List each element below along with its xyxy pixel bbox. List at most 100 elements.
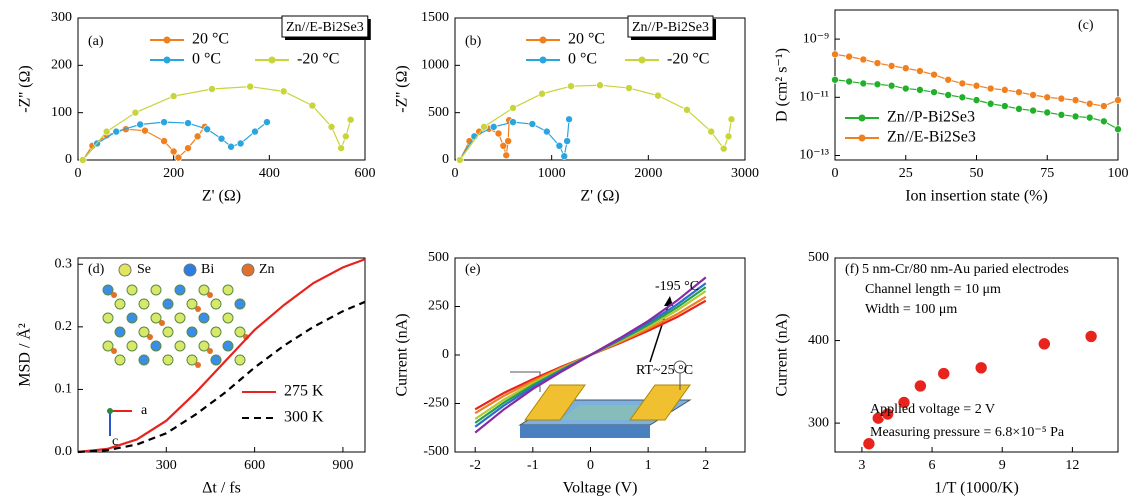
crystal-inset bbox=[102, 284, 249, 368]
atom bbox=[195, 306, 201, 312]
electrode bbox=[629, 384, 691, 421]
series-line bbox=[474, 276, 707, 434]
x-tick-label: 3 bbox=[858, 458, 865, 473]
x-tick-label: -2 bbox=[469, 458, 481, 473]
legend-label: -20 °C bbox=[667, 51, 709, 68]
y-axis-label: -Z'' (Ω) bbox=[17, 65, 34, 112]
series-line bbox=[77, 258, 366, 454]
marker bbox=[543, 127, 551, 136]
marker bbox=[1057, 94, 1066, 103]
atom bbox=[174, 284, 186, 296]
atom bbox=[174, 312, 186, 324]
x-tick-label: 75 bbox=[1040, 166, 1054, 181]
atom bbox=[114, 326, 126, 338]
atom bbox=[222, 340, 234, 352]
atom bbox=[186, 354, 198, 366]
x-tick-label: 0 bbox=[587, 458, 594, 473]
atom bbox=[114, 298, 126, 310]
plot-frame bbox=[77, 257, 366, 453]
legend-label: 0 °C bbox=[192, 51, 221, 68]
marker bbox=[944, 91, 953, 99]
marker bbox=[1000, 86, 1009, 94]
legend-marker bbox=[163, 56, 171, 64]
atom bbox=[150, 284, 162, 296]
marker bbox=[625, 84, 633, 92]
marker bbox=[342, 132, 350, 141]
marker bbox=[972, 81, 981, 90]
marker bbox=[1043, 108, 1052, 117]
marker bbox=[203, 125, 211, 134]
marker bbox=[217, 134, 226, 143]
marker bbox=[1114, 125, 1122, 134]
y-axis-label: Current (nA) bbox=[394, 313, 411, 396]
legend-label: 20 °C bbox=[568, 31, 605, 48]
x-tick-label: 0 bbox=[832, 166, 839, 181]
atom bbox=[138, 326, 150, 338]
annotation: 5 nm-Cr/80 nm-Au paried electrodes bbox=[862, 262, 1069, 277]
panel-label: (a) bbox=[88, 34, 104, 49]
marker bbox=[236, 139, 245, 148]
atom bbox=[222, 312, 234, 324]
x-axis-label: Voltage (V) bbox=[563, 480, 638, 497]
arrow-head bbox=[664, 296, 673, 306]
atom bbox=[114, 354, 126, 366]
legend-label: 20 °C bbox=[192, 31, 229, 48]
y-tick-label: 500 bbox=[428, 250, 449, 265]
marker bbox=[567, 82, 575, 90]
marker bbox=[845, 77, 853, 86]
marker bbox=[251, 127, 259, 136]
marker bbox=[131, 108, 140, 117]
legend-label: 275 K bbox=[284, 383, 324, 400]
atom bbox=[162, 298, 174, 310]
x-tick-label: 25 bbox=[899, 166, 913, 181]
plot-frame bbox=[77, 17, 366, 161]
legend-label: 0 °C bbox=[568, 51, 597, 68]
x-tick-label: 600 bbox=[355, 166, 376, 181]
panel-label: (d) bbox=[88, 262, 105, 277]
atom bbox=[102, 284, 114, 296]
marker bbox=[509, 104, 517, 112]
y-tick-label: 10⁻⁹ bbox=[803, 31, 829, 46]
y-tick-label: 0 bbox=[442, 152, 449, 167]
y-tick-label: 0 bbox=[442, 347, 449, 362]
annotation: Channel length = 10 μm bbox=[865, 282, 1001, 297]
origin bbox=[107, 408, 113, 414]
marker bbox=[327, 123, 336, 131]
annotation: Zn bbox=[259, 262, 275, 277]
marker bbox=[1100, 117, 1108, 126]
annotation: a bbox=[141, 403, 148, 418]
marker bbox=[724, 132, 733, 141]
marker bbox=[1029, 91, 1037, 99]
y-tick-label: 100 bbox=[51, 105, 72, 120]
legend-atom bbox=[118, 263, 132, 277]
marker bbox=[914, 379, 927, 393]
legend-marker bbox=[539, 36, 547, 44]
y-axis-label: MSD / Å² bbox=[16, 323, 34, 387]
marker bbox=[873, 59, 882, 67]
marker bbox=[184, 119, 192, 127]
y-axis-label: -Z'' (Ω) bbox=[394, 65, 411, 112]
marker bbox=[308, 101, 317, 110]
y-tick-label: 0 bbox=[65, 152, 72, 167]
panel-label: (b) bbox=[465, 34, 482, 49]
marker bbox=[831, 50, 839, 59]
annotation: Applied voltage = 2 V bbox=[870, 402, 995, 417]
legend-label: -20 °C bbox=[297, 51, 339, 68]
x-tick-label: 1000 bbox=[538, 166, 566, 181]
x-tick-label: 900 bbox=[332, 458, 353, 473]
atom bbox=[222, 284, 234, 296]
x-tick-label: 400 bbox=[259, 166, 280, 181]
marker bbox=[480, 123, 488, 131]
legend-atom bbox=[183, 263, 197, 277]
x-tick-label: 3000 bbox=[731, 166, 759, 181]
atom bbox=[111, 348, 117, 354]
y-tick-label: -250 bbox=[423, 396, 449, 411]
marker bbox=[169, 147, 178, 156]
atom bbox=[102, 340, 114, 352]
marker bbox=[499, 142, 508, 150]
atom bbox=[210, 354, 222, 366]
electrode bbox=[524, 384, 586, 421]
y-tick-label: 10⁻¹¹ bbox=[799, 90, 829, 105]
x-axis-label: Δt / fs bbox=[202, 480, 241, 497]
